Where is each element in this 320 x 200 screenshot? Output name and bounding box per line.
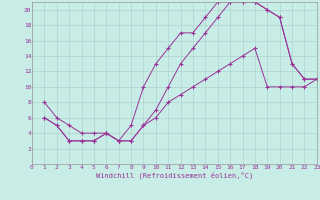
X-axis label: Windchill (Refroidissement éolien,°C): Windchill (Refroidissement éolien,°C): [96, 171, 253, 179]
